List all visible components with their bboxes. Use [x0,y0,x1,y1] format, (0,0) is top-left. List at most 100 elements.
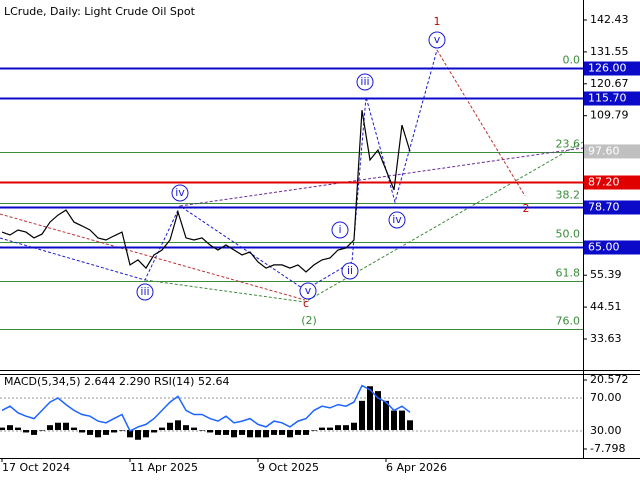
wave-label: iv [175,186,185,199]
wave-label: i [338,223,341,236]
macd-bar [215,430,221,435]
x-tick-label: 17 Oct 2024 [2,461,70,474]
macd-bar [399,410,405,431]
macd-bar [199,430,205,431]
level-label: 126.00 [588,62,627,75]
wave-label: v [305,284,312,297]
level-label-box [584,61,640,76]
wave-circle [331,221,349,239]
level-label-box [584,240,640,255]
level-label: 87.20 [588,176,620,189]
macd-bar [71,427,77,431]
macd-bar [247,430,253,438]
macd-bar [15,427,21,431]
wave-label: 2 [523,202,530,215]
chart-title: LCrude, Daily: Light Crude Oil Spot [4,5,196,18]
macd-bar [295,430,301,435]
macd-bar [191,427,197,431]
macd-bar [359,400,365,431]
y-tick-label: -7.798 [590,442,625,455]
price-line [1,110,411,273]
y-tick-label: 33.63 [590,332,622,345]
macd-bar [79,430,85,433]
wave-label: 1 [434,15,441,28]
macd-bar [231,430,237,438]
macd-bar [223,430,229,435]
macd-bar [279,430,285,435]
x-tick-label: 11 Apr 2025 [130,461,198,474]
wave-line [144,141,584,303]
macd-bar [47,425,53,431]
wave-label: iii [360,75,369,88]
macd-bar [327,427,333,431]
macd-bar [0,427,5,431]
macd-bar [311,430,317,431]
macd-bar [367,386,373,431]
macd-bar [87,430,93,435]
wave-circle [388,211,406,229]
macd-bar [111,430,117,433]
wave-circle [356,73,374,91]
macd-bar [319,427,325,431]
fib-label: 0.0 [563,54,581,67]
fib-label: 76.0 [556,315,581,328]
wave-line [436,49,526,197]
wave-circle [428,31,446,49]
macd-bar [151,430,157,433]
macd-bar [95,430,101,438]
wave-circle [136,283,154,301]
macd-bar [335,425,341,431]
macd-bar [159,427,165,431]
macd-bar [175,420,181,431]
level-label-box [584,200,640,215]
wave-line [0,49,438,291]
y2-tick-label: 30.00 [590,424,622,437]
fib-label: 61.8 [556,267,581,280]
macd-bar [255,430,261,438]
wave-label: iv [392,213,402,226]
indicator-title: MACD(5,34,5) 2.644 2.290 RSI(14) 52.64 [4,375,229,388]
wave-line [179,147,584,207]
level-label: 115.70 [588,92,627,105]
wave-label: (2) [301,314,317,327]
y-tick-label: 109.79 [590,109,629,122]
wave-label: iii [140,285,149,298]
macd-bar [167,422,173,431]
wave-circle [171,184,189,202]
macd-bar [103,430,109,435]
y-tick-label: 20.572 [590,373,629,386]
macd-bar [63,422,69,431]
macd-bar [55,422,61,431]
y-tick-label: 55.39 [590,268,622,281]
macd-bar [119,430,125,431]
macd-bar [183,425,189,431]
y-tick-label: 131.55 [590,45,629,58]
macd-bar [39,430,45,431]
wave-line [0,213,306,301]
y-tick-label: 120.67 [590,77,629,90]
y2-tick-label: 70.00 [590,391,622,404]
y-tick-label: 44.51 [590,300,622,313]
y-tick-label: 142.43 [590,13,629,26]
level-label-box [584,91,640,106]
fib-label: 50.0 [556,228,581,241]
macd-bar [383,400,389,431]
macd-bar [127,430,133,438]
macd-bar [31,430,37,435]
macd-bar [7,425,13,431]
wave-label: c [303,297,309,310]
macd-bar [239,430,245,435]
macd-bar [287,430,293,438]
macd-bar [375,391,381,431]
macd-bar [407,420,413,431]
price-label: 97.60 [588,144,620,157]
x-tick-label: 6 Apr 2026 [386,461,447,474]
wave-circle [341,262,359,280]
macd-bar [303,430,309,435]
macd-bar [263,430,269,438]
macd-bar [343,425,349,431]
wave-label: ii [347,264,353,277]
level-label-box [584,175,640,190]
macd-bar [351,422,357,431]
